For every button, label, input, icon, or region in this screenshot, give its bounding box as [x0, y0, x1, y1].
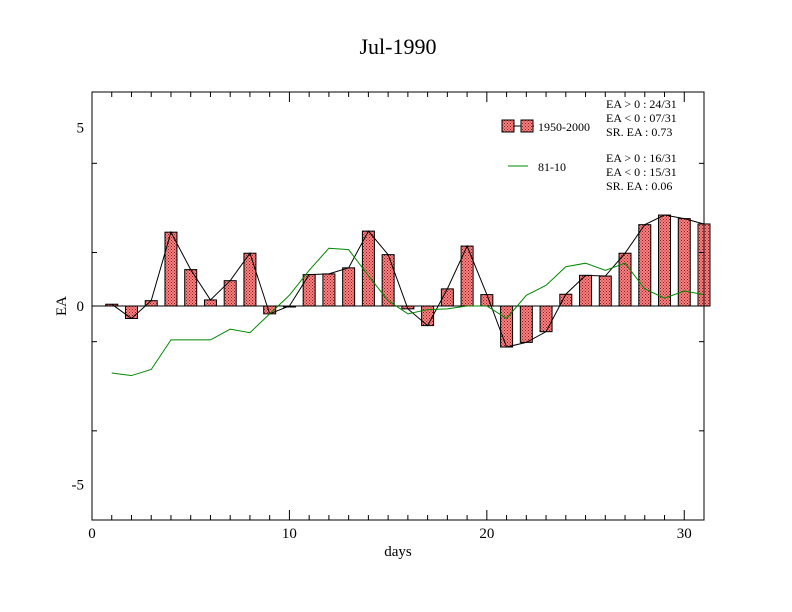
bar-1950-2000	[658, 214, 672, 307]
legend-label-81-10: 81-10	[538, 160, 566, 174]
bar-1950-2000	[302, 274, 316, 307]
bar-1950-2000	[559, 293, 573, 307]
bar-1950-2000	[638, 224, 652, 307]
stat-annotation: SR. EA : 0.06	[606, 179, 672, 193]
stat-annotation: EA < 0 : 15/31	[606, 165, 677, 179]
line-81-10	[111, 247, 705, 377]
y-tick-label: -5	[72, 477, 85, 493]
bar-1950-2000	[598, 275, 612, 307]
stat-annotation: SR. EA : 0.73	[606, 125, 672, 139]
bar-1950-2000	[322, 273, 336, 307]
bar-1950-2000	[203, 299, 217, 307]
bar-1950-2000	[124, 305, 138, 319]
y-axis-label: EA	[54, 296, 70, 316]
line-1950-2000	[111, 214, 705, 348]
legend-swatch-1950-2000	[501, 119, 515, 133]
legend-swatch-1950-2000	[520, 119, 534, 133]
y-tick-label: 5	[77, 121, 85, 137]
bar-1950-2000	[381, 254, 395, 307]
bar-1950-2000	[243, 252, 257, 307]
plot-area	[92, 214, 711, 377]
bar-1950-2000	[342, 267, 356, 307]
bar-1950-2000	[519, 305, 533, 343]
bar-1950-2000	[500, 305, 514, 348]
bar-1950-2000	[361, 230, 375, 307]
x-tick-label: 10	[282, 526, 297, 542]
x-axis-label: days	[384, 544, 412, 560]
bar-1950-2000	[144, 300, 158, 307]
bar-1950-2000	[164, 231, 178, 307]
bar-1950-2000	[184, 269, 198, 307]
y-tick-label: 0	[77, 299, 85, 315]
x-tick-label: 30	[677, 526, 692, 542]
chart-title: Jul-1990	[360, 34, 437, 59]
stat-annotation: EA > 0 : 24/31	[606, 97, 677, 111]
bar-1950-2000	[480, 294, 494, 307]
legend-label-1950-2000: 1950-2000	[538, 120, 590, 134]
stat-annotation: EA > 0 : 16/31	[606, 151, 677, 165]
x-tick-label: 0	[88, 526, 96, 542]
plot-frame	[91, 91, 705, 521]
x-tick-label: 20	[479, 526, 494, 542]
stat-annotation: EA < 0 : 07/31	[606, 111, 677, 125]
bar-1950-2000	[539, 305, 553, 333]
bar-1950-2000	[618, 252, 632, 307]
axes: 0 10 20 30 -5 0 5	[72, 92, 705, 542]
